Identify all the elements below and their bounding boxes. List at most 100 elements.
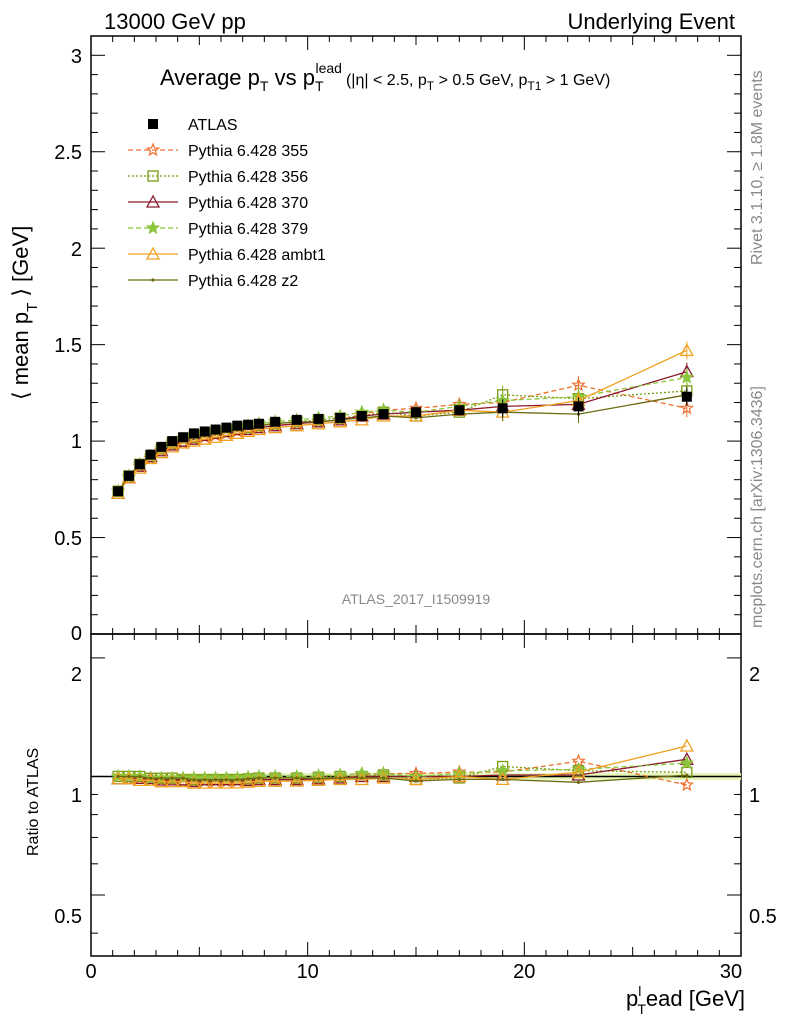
legend-marker-pythia-6-428-356 (147, 170, 159, 182)
legend-marker-pythia-6-428-355 (145, 142, 161, 157)
data-point-pythia-6-428-ambt1 (289, 418, 304, 432)
data-point-pythia-6-428-ambt1 (154, 445, 169, 459)
legend-label-atlas: ATLAS (188, 117, 238, 134)
legend: ATLAS Pythia 6.428 355 Pythia 6.428 356 Pyt… (128, 117, 326, 290)
main-ytick-label: 0.5 (54, 528, 82, 550)
ratio-point-pythia-6-428-ambt1 (175, 774, 191, 788)
plot-title: Average pT vs pTlead(|η| < 2.5, pT > 0.5… (160, 60, 610, 94)
data-point-atlas (356, 411, 367, 422)
legend-marker-atlas (148, 119, 158, 129)
ratio-point-pythia-6-428-ambt1 (110, 771, 126, 785)
data-point-atlas (573, 401, 584, 412)
data-point-pythia-6-428-ambt1 (240, 424, 256, 438)
ratio-point-pythia-6-428-ambt1 (132, 773, 147, 787)
legend-marker-pythia-6-428-370 (145, 194, 161, 208)
main-series-layer (110, 341, 695, 499)
data-point-atlas (243, 419, 254, 430)
data-point-atlas (188, 428, 199, 439)
event-type-label: Underlying Event (567, 9, 735, 34)
ratio-point-pythia-6-428-z2 (338, 776, 342, 780)
data-point-pythia-6-428-355 (679, 400, 695, 415)
series-line-pythia-6-428-355 (117, 384, 687, 492)
ratio-ytick-label: 2 (71, 664, 82, 686)
ratio-point-pythia-6-428-ambt1 (408, 772, 424, 786)
ratio-point-pythia-6-428-z2 (192, 778, 196, 782)
mcplots-label: mcplots.cern.ch [arXiv:1306.3436] (749, 386, 766, 628)
data-point-atlas (253, 418, 264, 429)
ratio-point-pythia-6-428-z2 (159, 776, 164, 780)
ratio-point-pythia-6-428-ambt1 (240, 774, 256, 788)
data-point-pythia-6-428-ambt1 (230, 426, 245, 440)
data-point-pythia-6-428-ambt1 (679, 343, 694, 357)
legend-marker-pythia-6-428-ambt1 (145, 246, 161, 260)
ratio-point-pythia-6-428-ambt1 (354, 772, 369, 786)
data-point-pythia-6-428-ambt1 (175, 435, 191, 449)
data-point-pythia-6-428-ambt1 (208, 429, 223, 443)
main-ylabel: ⟨ mean pT ⟩ [GeV] (8, 226, 41, 400)
ratio-point-pythia-6-428-ambt1 (679, 738, 694, 752)
data-point-pythia-6-428-ambt1 (219, 427, 234, 441)
main-ytick-label: 1.5 (54, 335, 82, 357)
data-point-atlas (313, 413, 324, 424)
legend-marker-pythia-6-428-379 (145, 220, 161, 235)
ratio-point-pythia-6-428-z2 (138, 774, 142, 779)
ratio-point-pythia-6-428-z2 (316, 777, 321, 781)
axis-ticks (90, 35, 742, 956)
series-line-pythia-6-428-ambt1 (117, 349, 688, 494)
ratio-point-pythia-6-428-ambt1 (571, 764, 586, 778)
ratio-ytick-label-right: 1 (749, 785, 760, 807)
legend-label-pythia-6-428-ambt1: Pythia 6.428 ambt1 (188, 247, 326, 264)
legend-label-pythia-6-428-355: Pythia 6.428 355 (188, 143, 308, 160)
ratio-point-pythia-6-428-ambt1 (230, 775, 245, 789)
main-ytick-label: 3 (71, 46, 82, 68)
legend-label-pythia-6-428-379: Pythia 6.428 379 (188, 221, 308, 238)
ratio-point-pythia-6-428-ambt1 (268, 773, 283, 787)
legend-label-pythia-6-428-356: Pythia 6.428 356 (188, 169, 308, 186)
ratio-point-pythia-6-428-z2 (116, 774, 120, 779)
ratio-point-pythia-6-428-z2 (273, 776, 277, 780)
ratio-point-pythia-6-428-ambt1 (219, 775, 234, 789)
data-point-atlas (270, 416, 281, 427)
ratio-ytick-label: 1 (71, 785, 82, 807)
ratio-ytick-label: 0.5 (54, 906, 82, 928)
data-point-atlas (199, 426, 210, 437)
ratio-point-pythia-6-428-z2 (213, 778, 218, 782)
main-ytick-label: 1 (71, 431, 82, 453)
ratio-point-pythia-6-428-ambt1 (208, 775, 223, 789)
data-point-atlas (335, 412, 346, 423)
ratio-point-pythia-6-428-ambt1 (251, 773, 267, 787)
ratio-point-pythia-6-428-z2 (224, 778, 229, 782)
ratio-point-pythia-6-428-ambt1 (186, 775, 202, 789)
data-point-atlas (291, 414, 302, 425)
ratio-point-pythia-6-428-z2 (457, 777, 461, 782)
data-point-atlas (134, 459, 145, 470)
data-point-atlas (411, 407, 421, 418)
ratio-point-pythia-6-428-z2 (501, 777, 505, 781)
ratio-point-pythia-6-428-z2 (257, 776, 261, 780)
ratio-point-pythia-6-428-ambt1 (154, 774, 169, 788)
ratio-point-pythia-6-428-z2 (576, 780, 581, 784)
ratio-ytick-label-right: 2 (749, 664, 760, 686)
ratio-point-pythia-6-428-ambt1 (452, 769, 467, 783)
data-point-atlas (145, 449, 156, 460)
legend-label-pythia-6-428-370: Pythia 6.428 370 (188, 195, 308, 212)
ratio-point-pythia-6-428-356 (681, 766, 693, 778)
data-point-atlas (123, 470, 134, 481)
ratio-point-pythia-6-428-ambt1 (333, 772, 348, 786)
ratio-ylabel: Ratio to ATLAS (25, 748, 42, 856)
ratio-point-pythia-6-428-z2 (246, 777, 250, 781)
ratio-point-pythia-6-428-ambt1 (311, 772, 326, 786)
main-ytick-label: 0 (71, 623, 82, 645)
ratio-series-layer (110, 738, 695, 792)
ratio-point-pythia-6-428-z2 (381, 776, 386, 780)
ratio-point-pythia-6-428-z2 (685, 773, 689, 777)
ratio-point-pythia-6-428-z2 (360, 776, 364, 780)
legend-marker-pythia-6-428-z2 (151, 278, 155, 282)
ratio-point-pythia-6-428-z2 (414, 779, 418, 783)
ratio-point-pythia-6-428-355 (679, 777, 695, 792)
ratio-point-pythia-6-428-ambt1 (197, 775, 212, 789)
ratio-point-pythia-6-428-z2 (127, 774, 131, 779)
data-point-atlas (454, 405, 465, 416)
data-point-atlas (178, 432, 189, 443)
